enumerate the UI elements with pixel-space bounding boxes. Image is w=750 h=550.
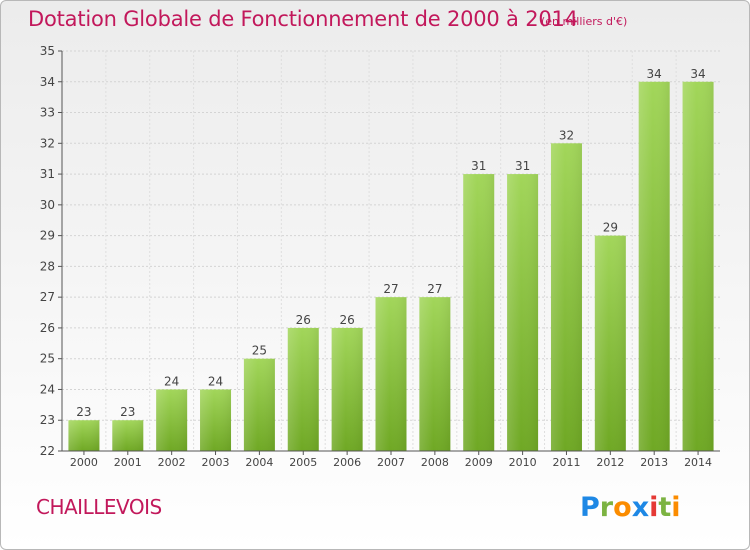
bar-value-label: 31 [471, 159, 486, 173]
chart-subtitle: (en milliers d'€) [541, 15, 628, 28]
bar-value-label: 27 [383, 282, 398, 296]
y-tick-label: 30 [40, 198, 55, 212]
x-tick-label: 2004 [245, 456, 273, 469]
bar-highlight [507, 174, 539, 452]
x-tick-label: 2006 [333, 456, 361, 469]
x-tick-label: 2007 [377, 456, 405, 469]
bar-highlight [375, 297, 407, 451]
y-tick-label: 28 [40, 259, 55, 273]
x-tick-label: 2012 [596, 456, 624, 469]
bar-value-label: 23 [76, 405, 91, 419]
x-tick-label: 2008 [421, 456, 449, 469]
svg-text:Proxiti: Proxiti [580, 492, 681, 523]
y-tick-label: 23 [40, 413, 55, 427]
y-tick-label: 29 [40, 229, 55, 243]
bar-highlight [68, 420, 100, 451]
logo-letter: i [649, 492, 658, 523]
bar-value-label: 34 [647, 67, 662, 81]
bar-value-label: 26 [296, 313, 311, 327]
logo-letter: i [671, 492, 680, 523]
bar-highlight [550, 143, 582, 452]
x-tick-label: 2011 [552, 456, 580, 469]
y-tick-label: 24 [40, 382, 55, 396]
x-tick-label: 2001 [114, 456, 142, 469]
bar-highlight [331, 327, 363, 451]
y-tick-label: 26 [40, 321, 55, 335]
bar-highlight [638, 81, 670, 452]
x-tick-label: 2009 [465, 456, 493, 469]
x-tick-label: 2005 [289, 456, 317, 469]
bar-highlight [156, 389, 188, 451]
bar-value-label: 24 [208, 374, 223, 388]
y-tick-label: 22 [40, 444, 55, 458]
proxiti-logo: Proxiti [580, 492, 681, 523]
bar-value-label: 27 [427, 282, 442, 296]
logo-letter: r [600, 492, 614, 523]
y-tick-label: 25 [40, 352, 55, 366]
y-tick-label: 27 [40, 290, 55, 304]
bar-value-label: 25 [252, 344, 267, 358]
x-tick-label: 2014 [684, 456, 712, 469]
bar-value-label: 24 [164, 374, 179, 388]
y-tick-label: 33 [40, 106, 55, 120]
bar-highlight [594, 235, 626, 451]
logo-letter: x [632, 492, 649, 523]
y-tick-label: 35 [40, 44, 55, 58]
x-tick-label: 2013 [640, 456, 668, 469]
bar-highlight [200, 389, 232, 451]
logo-letter: t [658, 492, 671, 523]
logo-letter: P [580, 492, 600, 523]
y-tick-label: 34 [40, 75, 55, 89]
bar-highlight [287, 327, 319, 451]
bar-value-label: 34 [690, 67, 705, 81]
x-tick-label: 2010 [509, 456, 537, 469]
bar-highlight [419, 297, 451, 451]
x-tick-label: 2003 [202, 456, 230, 469]
bar-value-label: 23 [120, 405, 135, 419]
x-tick-label: 2000 [70, 456, 98, 469]
bar-highlight [243, 358, 275, 451]
bar-highlight [682, 81, 714, 452]
commune-name: CHAILLEVOIS [36, 495, 162, 519]
bar-value-label: 29 [603, 221, 618, 235]
x-tick-label: 2002 [158, 456, 186, 469]
y-tick-label: 31 [40, 167, 55, 181]
logo-letter: o [613, 492, 632, 523]
bar-value-label: 31 [515, 159, 530, 173]
bar-value-label: 32 [559, 128, 574, 142]
y-tick-label: 32 [40, 136, 55, 150]
bar-value-label: 26 [339, 313, 354, 327]
chart-title: Dotation Globale de Fonctionnement de 20… [28, 7, 578, 31]
bar-highlight [112, 420, 144, 451]
bar-highlight [463, 174, 495, 452]
